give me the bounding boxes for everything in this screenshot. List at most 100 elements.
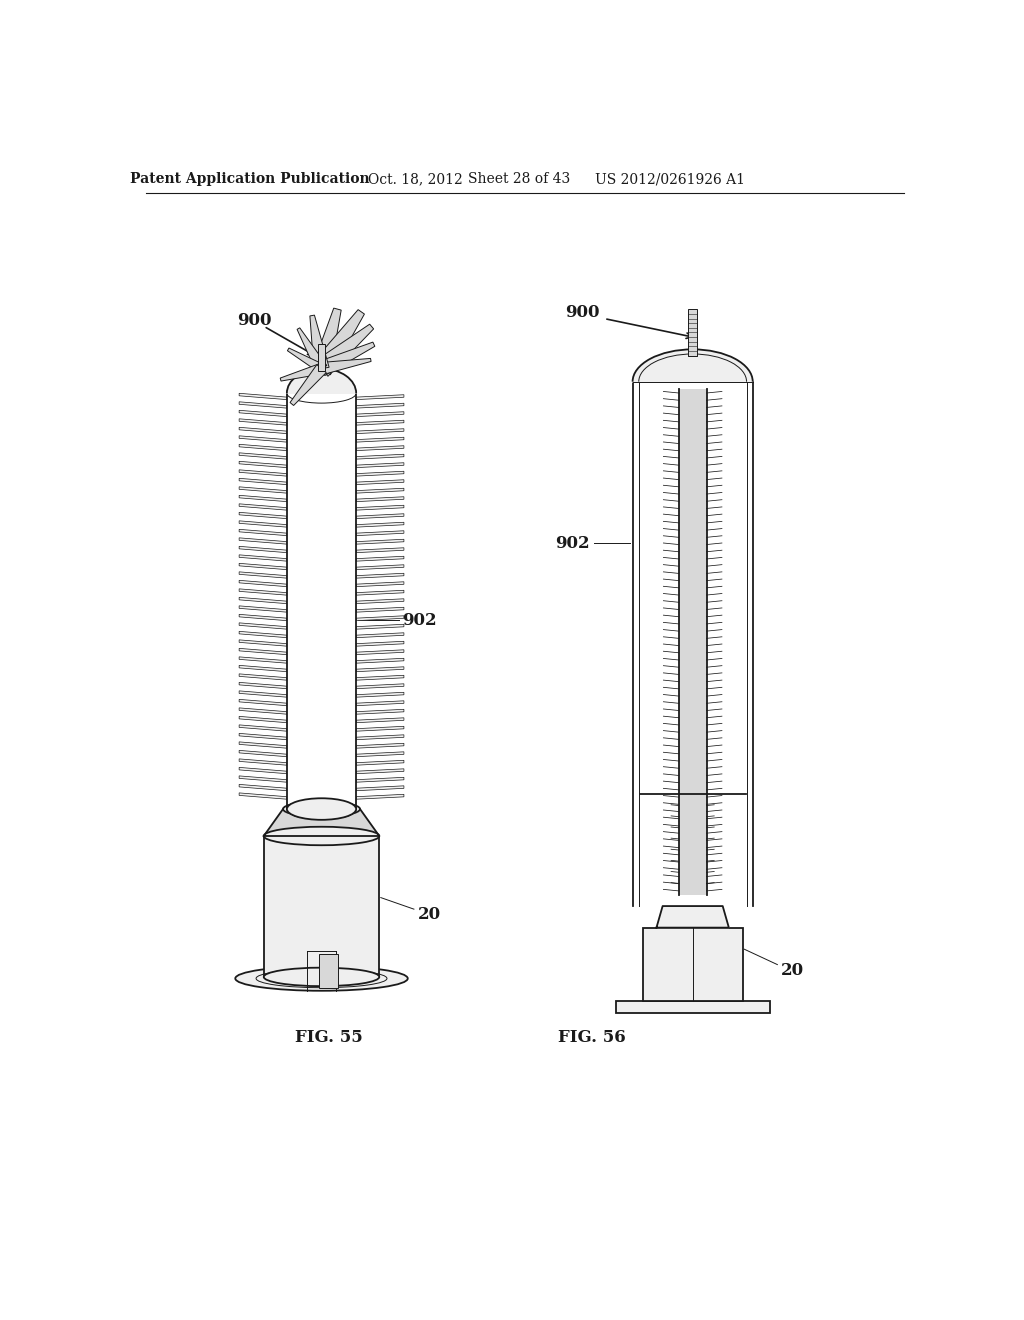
Polygon shape [356, 395, 403, 400]
Polygon shape [356, 649, 403, 655]
Polygon shape [356, 785, 403, 791]
Polygon shape [356, 556, 403, 561]
Ellipse shape [287, 799, 356, 820]
Polygon shape [356, 479, 403, 484]
Polygon shape [240, 725, 287, 731]
Polygon shape [356, 599, 403, 603]
Polygon shape [240, 393, 287, 400]
Polygon shape [240, 529, 287, 536]
Polygon shape [240, 606, 287, 612]
Polygon shape [310, 315, 329, 370]
Polygon shape [240, 776, 287, 783]
Polygon shape [240, 717, 287, 722]
Polygon shape [356, 463, 403, 467]
Polygon shape [240, 742, 287, 748]
Polygon shape [356, 760, 403, 766]
Polygon shape [240, 495, 287, 502]
Polygon shape [240, 589, 287, 595]
Polygon shape [240, 554, 287, 561]
Polygon shape [356, 795, 403, 799]
Text: Patent Application Publication: Patent Application Publication [130, 172, 370, 186]
Polygon shape [240, 504, 287, 510]
Polygon shape [356, 420, 403, 425]
Polygon shape [240, 461, 287, 467]
Polygon shape [356, 752, 403, 756]
Polygon shape [356, 403, 403, 408]
Polygon shape [240, 401, 287, 408]
Polygon shape [356, 446, 403, 450]
Polygon shape [281, 363, 323, 381]
Polygon shape [240, 784, 287, 791]
Polygon shape [240, 690, 287, 697]
Polygon shape [240, 512, 287, 519]
Polygon shape [356, 743, 403, 748]
Polygon shape [356, 777, 403, 783]
Text: Oct. 18, 2012: Oct. 18, 2012 [368, 172, 463, 186]
Polygon shape [240, 750, 287, 756]
Polygon shape [356, 565, 403, 570]
Ellipse shape [264, 826, 379, 845]
Polygon shape [356, 454, 403, 459]
Polygon shape [240, 428, 287, 434]
Polygon shape [240, 614, 287, 620]
Polygon shape [356, 540, 403, 544]
Polygon shape [240, 581, 287, 586]
Polygon shape [240, 675, 287, 680]
Polygon shape [356, 726, 403, 731]
Polygon shape [356, 676, 403, 680]
Text: 902: 902 [402, 612, 437, 628]
Polygon shape [356, 506, 403, 510]
Polygon shape [356, 607, 403, 612]
Text: 900: 900 [237, 312, 271, 329]
Polygon shape [356, 523, 403, 527]
Polygon shape [240, 657, 287, 663]
Text: US 2012/0261926 A1: US 2012/0261926 A1 [595, 172, 744, 186]
Polygon shape [356, 513, 403, 519]
Polygon shape [240, 436, 287, 442]
Polygon shape [356, 624, 403, 630]
Bar [317, 345, 326, 371]
Polygon shape [240, 564, 287, 570]
Polygon shape [240, 418, 287, 425]
Polygon shape [240, 708, 287, 714]
Polygon shape [356, 573, 403, 578]
Bar [688, 309, 697, 355]
Polygon shape [356, 496, 403, 502]
Polygon shape [240, 793, 287, 799]
Polygon shape [321, 359, 371, 375]
Polygon shape [356, 667, 403, 672]
Polygon shape [240, 631, 287, 638]
Ellipse shape [236, 966, 408, 991]
Polygon shape [656, 906, 729, 928]
Ellipse shape [283, 801, 360, 817]
Polygon shape [264, 809, 379, 836]
Ellipse shape [264, 968, 379, 986]
Polygon shape [297, 327, 327, 372]
Polygon shape [356, 701, 403, 706]
Polygon shape [240, 640, 287, 647]
Polygon shape [356, 659, 403, 663]
Bar [615, 1001, 770, 1014]
Polygon shape [290, 364, 327, 405]
Polygon shape [356, 412, 403, 417]
Polygon shape [240, 767, 287, 774]
Polygon shape [240, 487, 287, 494]
Polygon shape [240, 411, 287, 417]
Text: 20: 20 [418, 906, 441, 923]
Polygon shape [240, 598, 287, 603]
Polygon shape [240, 537, 287, 544]
Polygon shape [315, 325, 374, 376]
Polygon shape [240, 470, 287, 477]
Polygon shape [356, 735, 403, 739]
Polygon shape [319, 954, 339, 987]
Text: FIG. 55: FIG. 55 [295, 1030, 364, 1047]
Polygon shape [240, 478, 287, 484]
Polygon shape [356, 632, 403, 638]
Polygon shape [240, 623, 287, 630]
Text: 900: 900 [565, 304, 600, 321]
Polygon shape [356, 684, 403, 689]
Polygon shape [240, 700, 287, 706]
Polygon shape [312, 310, 365, 375]
Bar [264, 836, 379, 977]
Polygon shape [356, 471, 403, 477]
